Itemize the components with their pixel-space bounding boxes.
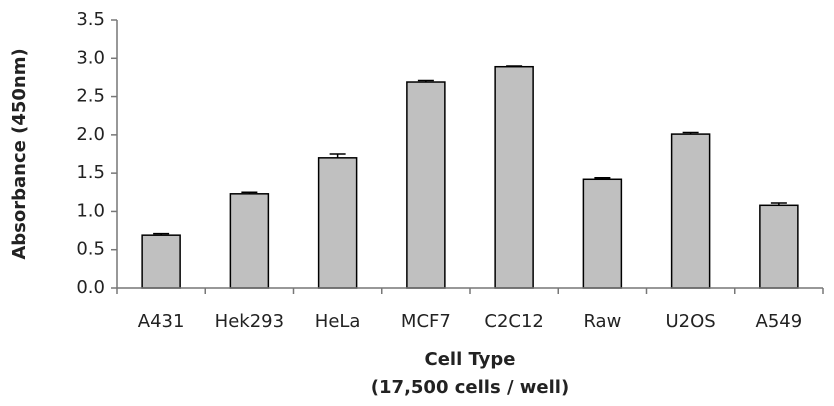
y-axis-label: Absorbance (450nm)	[9, 48, 30, 259]
x-tick-label: C2C12	[484, 311, 544, 332]
error-bar	[682, 131, 699, 135]
bar	[229, 193, 270, 289]
x-tick-label: A549	[756, 311, 803, 332]
x-axis-label: Cell Type	[425, 349, 516, 370]
x-tick-label: Raw	[583, 311, 621, 332]
x-axis-label: (17,500 cells / well)	[371, 377, 569, 398]
y-tick-label: 0.0	[76, 277, 105, 298]
y-tick-label: 3.0	[76, 47, 105, 68]
y-tick-label: 3.5	[76, 9, 105, 30]
y-tick-label: 2.5	[76, 86, 105, 107]
x-tick-label: MCF7	[401, 311, 451, 332]
x-tick-label: HeLa	[315, 311, 361, 332]
bar	[141, 234, 181, 289]
x-tick-label: U2OS	[666, 311, 716, 332]
bar	[406, 81, 446, 289]
bar	[582, 178, 623, 289]
error-bar	[506, 65, 523, 67]
y-tick-label: 2.0	[76, 124, 105, 145]
bar	[759, 204, 799, 289]
x-tick-label: A431	[138, 311, 185, 332]
error-bar	[594, 176, 611, 180]
y-tick-label: 1.5	[76, 162, 105, 183]
bar	[317, 157, 358, 289]
error-bar	[770, 202, 787, 206]
error-bar	[417, 79, 434, 83]
y-tick-label: 1.0	[76, 200, 105, 221]
bar	[670, 133, 711, 289]
x-tick-label: Hek293	[215, 311, 284, 332]
error-bar	[329, 153, 346, 158]
y-tick-label: 0.5	[76, 239, 105, 260]
bar	[494, 65, 534, 289]
error-bar	[153, 232, 170, 236]
error-bar	[241, 191, 258, 194]
